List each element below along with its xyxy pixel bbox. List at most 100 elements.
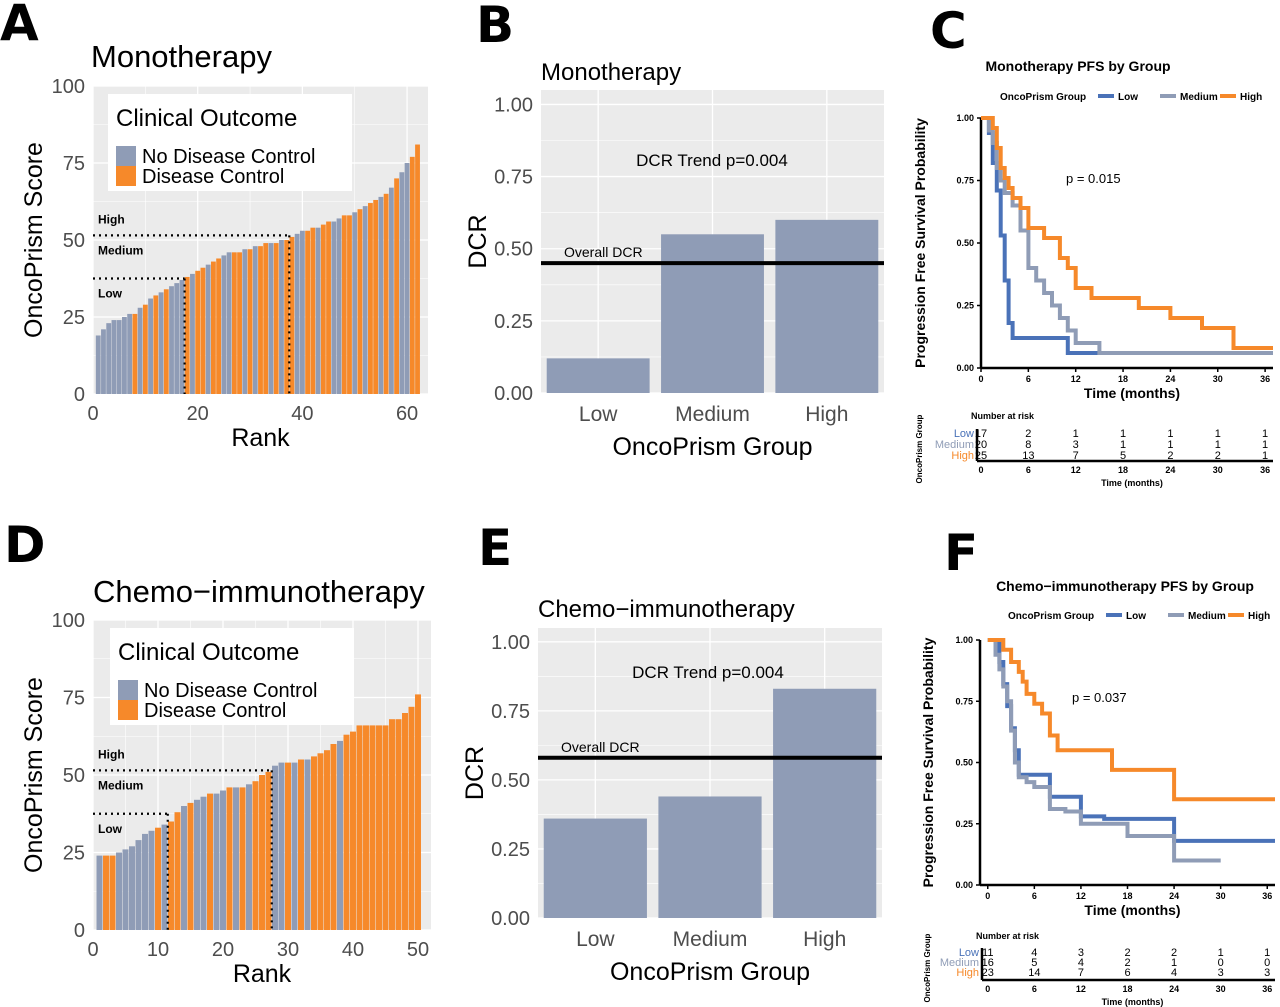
risk-count: 23: [982, 967, 994, 979]
score-bar: [305, 230, 311, 394]
risk-count: 25: [975, 450, 987, 462]
km-curve-medium: [987, 638, 1221, 863]
score-bar: [194, 799, 200, 930]
y-axis-title: DCR: [461, 746, 489, 800]
score-bar: [263, 243, 269, 394]
x-tick-label: 30: [1216, 891, 1226, 901]
score-bar: [207, 793, 213, 930]
score-bar: [294, 233, 300, 394]
score-bar: [278, 762, 285, 930]
y-tick-label: 0.50: [491, 770, 530, 792]
y-tick-label: 1.00: [491, 632, 530, 654]
risk-x-tick-label: 24: [1165, 465, 1175, 475]
x-axis-title: Time (months): [1084, 385, 1180, 401]
dcr-bar: [546, 358, 650, 393]
score-bar: [181, 806, 187, 930]
chart-title: Chemo−immunotherapy: [538, 596, 795, 623]
risk-count: 1: [1120, 439, 1126, 451]
x-tick-label: 20: [187, 403, 209, 425]
x-tick-label: Medium: [673, 928, 748, 951]
score-bar: [336, 218, 342, 394]
x-tick-label: 6: [1032, 891, 1037, 901]
group-label-low: Low: [98, 287, 123, 301]
risk-x-tick-label: 12: [1076, 984, 1086, 994]
risk-count: 20: [975, 439, 987, 451]
risk-count: 16: [982, 957, 994, 969]
score-bar: [363, 725, 369, 930]
y-tick-label: 0.25: [956, 301, 974, 311]
score-bar: [200, 267, 206, 394]
risk-x-tick-label: 18: [1118, 465, 1128, 475]
risk-x-tick-label: 6: [1026, 465, 1031, 475]
y-tick-label: 25: [63, 307, 85, 329]
x-tick-label: Medium: [675, 403, 750, 426]
x-axis-title: Rank: [233, 960, 292, 988]
x-axis-title: Time (months): [1084, 902, 1180, 918]
legend-label-medium: Medium: [1188, 611, 1226, 622]
score-bar: [247, 249, 253, 394]
group-label-high: High: [98, 747, 125, 761]
chart-title: Chemo−immunotherapy PFS by Group: [996, 578, 1254, 594]
risk-row-label-high: High: [956, 967, 979, 979]
score-bar: [369, 725, 376, 930]
legend-key-no-disease-control: [118, 680, 138, 700]
score-bar: [326, 221, 331, 394]
logrank-pvalue: p = 0.037: [1072, 690, 1127, 705]
risk-count: 3: [1078, 947, 1084, 959]
score-bar: [116, 320, 122, 394]
group-label-medium: Medium: [98, 778, 143, 792]
score-bar: [341, 215, 347, 394]
y-tick-label: 0: [74, 384, 85, 406]
score-bar: [285, 762, 291, 930]
score-bar: [368, 203, 373, 394]
legend-label-low: Low: [1126, 611, 1146, 622]
risk-count: 1: [1262, 450, 1268, 462]
score-bar: [155, 827, 161, 930]
dcr-bar: [775, 219, 879, 393]
score-bar: [259, 775, 265, 930]
risk-count: 2: [1167, 450, 1173, 462]
km-curve-high: [981, 116, 1273, 350]
y-tick-label: 1.00: [494, 94, 533, 116]
risk-count: 1: [1264, 947, 1270, 959]
legend-label-medium: Medium: [1180, 92, 1218, 103]
risk-count: 3: [1218, 967, 1224, 979]
group-label-low: Low: [98, 822, 123, 836]
y-tick-label: 0.25: [955, 819, 973, 829]
legend-label-no-disease-control: No Disease Control: [144, 680, 317, 702]
score-bar: [415, 144, 420, 394]
risk-x-tick-label: 24: [1169, 984, 1179, 994]
score-bar: [101, 329, 106, 394]
risk-count: 0: [1264, 957, 1270, 969]
risk-count: 1: [1262, 428, 1268, 440]
legend-label-low: Low: [1118, 92, 1138, 103]
risk-x-tick-label: 36: [1262, 984, 1272, 994]
risk-count: 1: [1262, 439, 1268, 451]
risk-count: 6: [1124, 967, 1130, 979]
risk-count: 2: [1215, 450, 1221, 462]
chart-title: Monotherapy: [91, 39, 272, 74]
y-tick-label: 0.75: [494, 167, 533, 189]
score-bar: [273, 243, 279, 394]
x-axis-title: OncoPrism Group: [610, 958, 810, 986]
risk-count: 2: [1171, 947, 1177, 959]
score-bar: [210, 261, 216, 394]
score-bar: [298, 759, 304, 930]
score-bar: [220, 790, 226, 930]
risk-count: 1: [1073, 428, 1079, 440]
risk-count: 5: [1031, 957, 1037, 969]
panel-letter-f: F: [944, 524, 978, 582]
trend-pvalue: DCR Trend p=0.004: [636, 151, 788, 170]
score-bar: [252, 246, 258, 394]
x-tick-label: 36: [1260, 374, 1270, 384]
score-bar: [394, 178, 400, 394]
panel-d-rank-chart: Chemo−immunotherapy 0 25 50 75 100 0 10 20 30 40 50…: [20, 574, 431, 988]
score-bar: [311, 756, 317, 930]
score-bar: [137, 307, 143, 394]
risk-count: 2: [1025, 428, 1031, 440]
risk-count: 1: [1218, 947, 1224, 959]
risk-x-tick-label: 36: [1260, 465, 1270, 475]
score-bar: [265, 771, 272, 930]
score-bar: [187, 802, 194, 930]
